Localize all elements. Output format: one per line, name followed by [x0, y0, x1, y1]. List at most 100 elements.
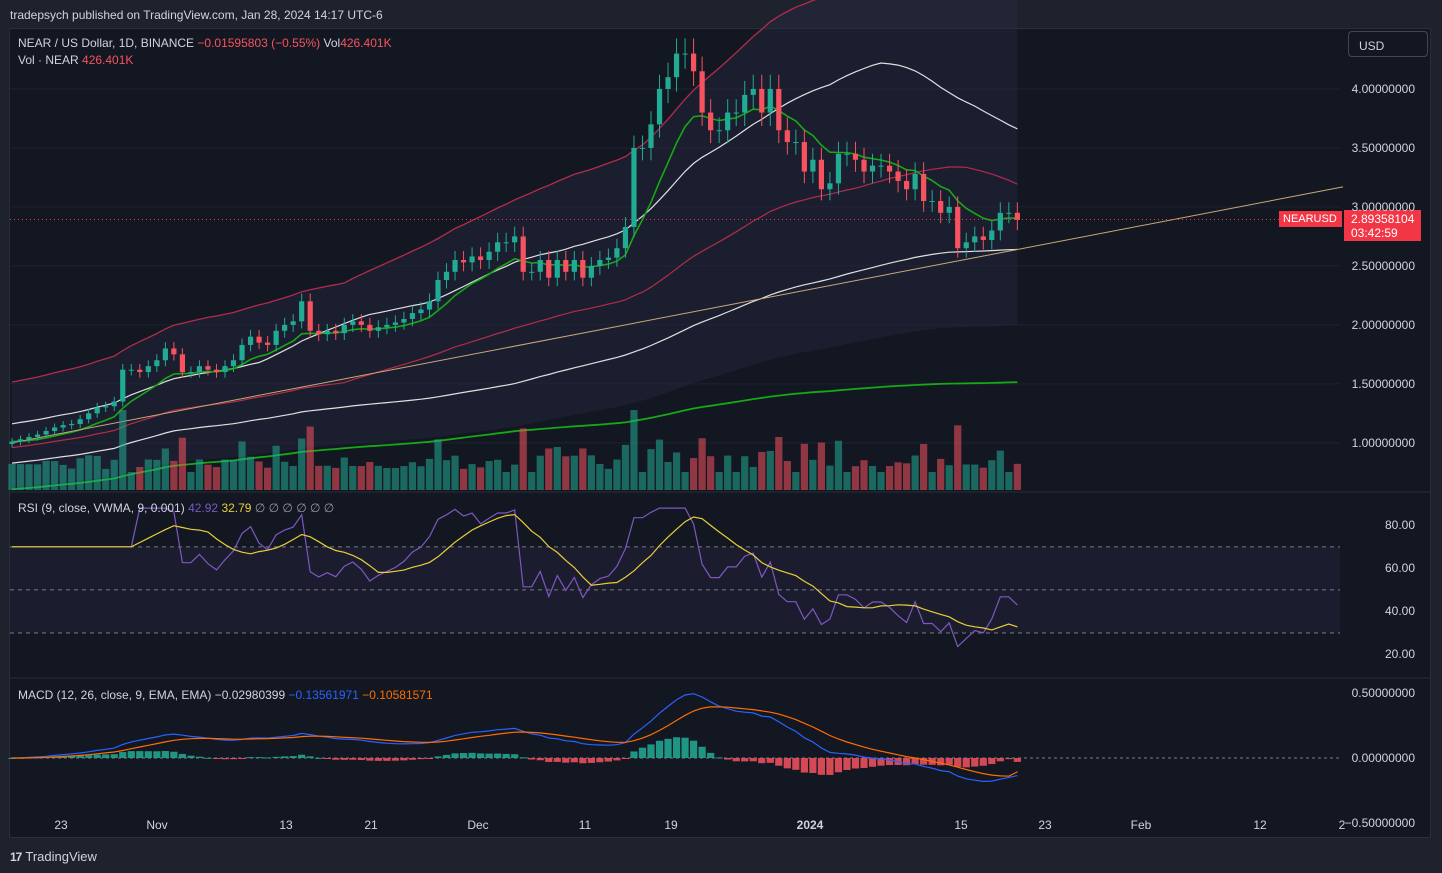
volume-bar	[161, 448, 169, 490]
macd-histogram-bar	[979, 758, 987, 766]
macd-histogram-bar	[144, 751, 152, 758]
volume-bar	[647, 449, 655, 490]
macd-histogram-bar	[357, 758, 365, 760]
time-tick-label: 12	[1253, 818, 1267, 832]
candle-body	[341, 324, 347, 334]
macd-histogram-bar	[468, 752, 476, 758]
macd-histogram-bar	[954, 758, 962, 767]
macd-histogram-bar	[442, 754, 451, 758]
macd-histogram-bar	[85, 755, 93, 758]
candle-body	[742, 94, 748, 113]
volume-bar	[110, 459, 118, 490]
macd-tick-label: −0.50000000	[1344, 816, 1415, 830]
volume-bar	[562, 456, 570, 490]
volume-bar	[16, 464, 25, 490]
currency-select[interactable]: USD	[1348, 31, 1428, 57]
rsi-value: 42.92	[188, 501, 219, 515]
volume-bar	[800, 443, 808, 490]
price-tick-label: 3.50000000	[1351, 140, 1415, 155]
white-ma-lower-line	[11, 248, 1018, 464]
candle-body	[426, 301, 433, 310]
volume-bar	[672, 452, 681, 490]
main-legend: NEAR / US Dollar, 1D, BINANCE −0.0159580…	[18, 36, 392, 50]
macd-histogram-bar	[178, 753, 186, 758]
candle-body	[26, 436, 32, 440]
last-price-tag: 2.89358104 03:42:59	[1344, 210, 1421, 241]
macd-histogram-bar	[76, 755, 84, 758]
candle-body	[673, 53, 680, 78]
candle-body	[145, 366, 151, 373]
volume-bar	[988, 460, 996, 490]
macd-histogram-bar	[161, 750, 169, 758]
macd-tick-label: 0.50000000	[1351, 686, 1415, 700]
candle-body	[784, 130, 790, 143]
macd-histogram-bar	[630, 751, 638, 758]
macd-histogram-bar	[485, 753, 493, 758]
candle-body	[622, 226, 629, 249]
time-tick-label: 23	[1038, 818, 1052, 832]
candle-body	[989, 230, 995, 240]
macd-histogram-bar	[102, 754, 110, 758]
volume-bar	[306, 426, 314, 490]
symbol-title[interactable]: NEAR / US Dollar, 1D, BINANCE	[18, 36, 195, 50]
macd-histogram-bar	[775, 758, 783, 766]
volume-bar	[758, 452, 766, 490]
volume-bar	[903, 463, 911, 490]
tradingview-logo[interactable]: 17 TradingView	[10, 849, 97, 864]
macd-histogram-bar	[195, 756, 204, 758]
candle-body	[401, 318, 407, 323]
publisher-text: tradepsych published on TradingView.com,…	[10, 8, 383, 22]
rsi-label[interactable]: RSI (9, close, VWMA, 9, 0.001)	[18, 501, 185, 515]
volume-bar	[425, 458, 434, 490]
volume-bar	[442, 460, 451, 490]
volume-bar	[59, 464, 67, 490]
macd-histogram-bar	[315, 757, 323, 759]
candle-body	[43, 431, 49, 435]
volume-bar	[996, 450, 1004, 490]
macd-histogram-bar	[596, 758, 604, 763]
volume-bar	[374, 465, 382, 490]
candle-body	[333, 330, 339, 334]
candle-body	[358, 321, 364, 325]
candle-body	[392, 322, 398, 325]
volume-bar	[340, 457, 348, 490]
candle-body	[656, 88, 663, 125]
chart-frame[interactable]	[9, 28, 1431, 838]
macd-histogram-bar	[681, 737, 689, 758]
candle-body	[793, 142, 799, 144]
volume-bar	[451, 455, 459, 490]
candle-body	[230, 360, 237, 367]
volume-bar	[749, 466, 757, 490]
candle-body	[307, 301, 313, 331]
volume-bar	[724, 455, 732, 490]
macd-histogram-bar	[434, 756, 442, 758]
candle-body	[213, 369, 220, 373]
macd-histogram-bar	[664, 738, 672, 758]
macd-histogram-bar	[110, 754, 118, 758]
candle-body	[137, 369, 143, 373]
macd-histogram-bar	[826, 758, 834, 775]
candle-body	[869, 165, 876, 172]
volume-bar	[93, 456, 101, 490]
rsi-ma-line	[12, 513, 1018, 631]
candle-body	[921, 173, 927, 202]
candle-body	[290, 321, 296, 325]
macd-histogram-bar	[843, 758, 851, 770]
macd-histogram-bar	[374, 758, 382, 761]
candle-body	[239, 344, 245, 361]
volume-bar	[707, 456, 715, 490]
publisher-bar: tradepsych published on TradingView.com,…	[0, 0, 1442, 28]
candle-body	[512, 236, 518, 243]
vol-row-label[interactable]: Vol · NEAR	[18, 53, 79, 67]
macd-label[interactable]: MACD (12, 26, close, 9, EMA, EMA)	[18, 688, 212, 702]
volume-bar	[579, 448, 587, 490]
volume-legend: Vol · NEAR 426.401K	[18, 53, 133, 67]
volume-bar	[485, 461, 493, 490]
time-tick-label: Feb	[1130, 818, 1152, 832]
candle-body	[34, 434, 41, 437]
macd-histogram-bar	[962, 758, 970, 768]
rsi-tick-label: 80.00	[1384, 518, 1415, 533]
candle-body	[103, 406, 109, 408]
macd-histogram-bar	[238, 758, 246, 759]
